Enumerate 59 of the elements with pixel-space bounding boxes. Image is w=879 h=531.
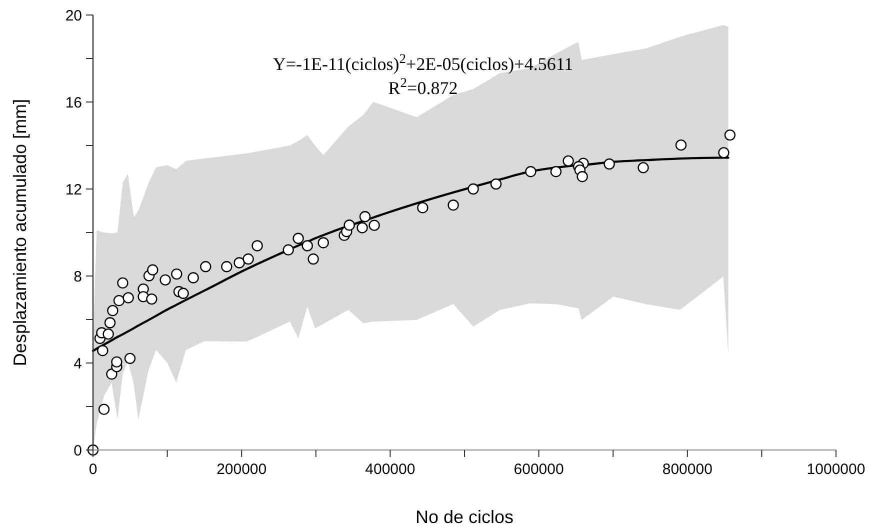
point bbox=[282, 244, 294, 256]
point bbox=[178, 288, 189, 299]
x-tick-label: 200000 bbox=[216, 461, 267, 478]
point bbox=[107, 304, 118, 316]
point bbox=[525, 166, 536, 178]
y-tick-label: 20 bbox=[65, 7, 82, 24]
point bbox=[242, 253, 254, 265]
point bbox=[356, 222, 368, 234]
y-tick-label: 12 bbox=[65, 181, 82, 198]
point bbox=[718, 147, 730, 158]
point bbox=[160, 274, 171, 286]
point bbox=[302, 240, 313, 252]
annotation: R$^{2}$=0.872 bbox=[388, 74, 458, 98]
x-tick-label: 0 bbox=[88, 461, 98, 478]
point bbox=[292, 232, 304, 244]
x-tick-label: 600000 bbox=[514, 461, 564, 478]
point bbox=[724, 129, 736, 141]
point bbox=[97, 345, 108, 356]
y-tick-label: 16 bbox=[65, 94, 82, 112]
point bbox=[318, 237, 329, 248]
point bbox=[124, 352, 136, 364]
point bbox=[146, 293, 158, 305]
point bbox=[122, 292, 134, 304]
point bbox=[106, 368, 118, 380]
point bbox=[188, 272, 199, 284]
point bbox=[171, 268, 182, 280]
point bbox=[490, 178, 502, 190]
point bbox=[104, 317, 116, 328]
point bbox=[117, 277, 128, 289]
point bbox=[576, 171, 588, 182]
point bbox=[468, 183, 479, 195]
point bbox=[550, 166, 562, 178]
point bbox=[308, 253, 319, 265]
point bbox=[604, 158, 615, 170]
point bbox=[448, 199, 459, 211]
point bbox=[344, 220, 355, 231]
y-axis-title: Desplazamiento acumulado [mm] bbox=[10, 98, 30, 366]
point bbox=[417, 202, 428, 214]
annotation: Y=-1E-11(ciclos)$^{2}$+2E-05(ciclos)+4.5611 bbox=[272, 50, 574, 74]
x-tick-label: 800000 bbox=[662, 461, 712, 478]
point bbox=[562, 155, 574, 167]
point bbox=[200, 261, 212, 272]
x-tick-label: 1000000 bbox=[806, 461, 866, 478]
y-tick-label: 8 bbox=[74, 268, 82, 286]
point bbox=[252, 240, 263, 252]
x-tick-label: 400000 bbox=[365, 461, 416, 478]
point bbox=[221, 261, 232, 272]
x-axis-title: No de ciclos bbox=[415, 507, 514, 527]
point bbox=[675, 139, 687, 151]
point bbox=[147, 264, 158, 276]
y-tick-label: 4 bbox=[74, 355, 82, 372]
point bbox=[638, 162, 649, 174]
point bbox=[368, 220, 380, 231]
point bbox=[111, 356, 122, 368]
y-tick-label: 0 bbox=[74, 442, 82, 460]
point bbox=[102, 328, 114, 340]
point bbox=[359, 211, 371, 222]
point bbox=[113, 294, 125, 306]
point bbox=[234, 257, 245, 268]
